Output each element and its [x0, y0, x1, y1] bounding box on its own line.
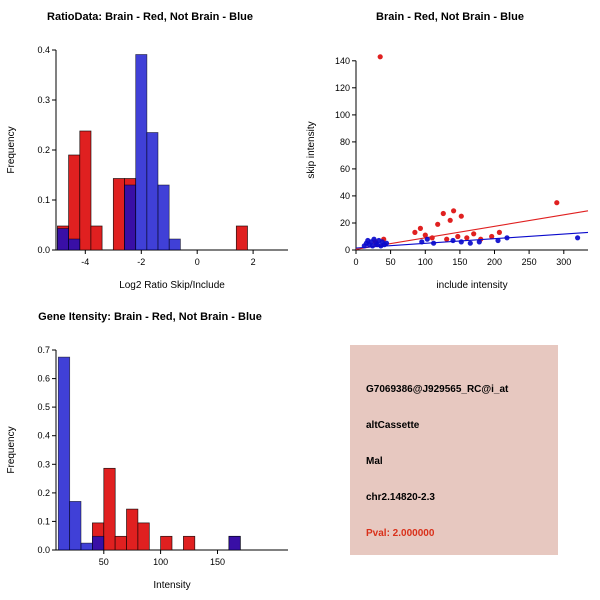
- svg-text:0.3: 0.3: [37, 95, 50, 105]
- svg-text:Brain - Red, Not Brain - Blue: Brain - Red, Not Brain - Blue: [376, 11, 524, 23]
- svg-text:50: 50: [386, 257, 396, 267]
- chromosome-location-text: chr2.14820-2.3: [366, 492, 435, 503]
- svg-text:200: 200: [487, 257, 502, 267]
- svg-text:0.5: 0.5: [37, 402, 50, 412]
- svg-text:0.7: 0.7: [37, 345, 50, 355]
- svg-text:0.2: 0.2: [37, 145, 50, 155]
- pval-text: Pval: 2.000000: [366, 528, 435, 539]
- event-type-text: altCassette: [366, 420, 420, 431]
- svg-text:50: 50: [99, 557, 109, 567]
- svg-text:0.1: 0.1: [37, 516, 50, 526]
- svg-text:100: 100: [153, 557, 168, 567]
- svg-text:0: 0: [195, 257, 200, 267]
- gene-info-quadrant: G7069386@J929565_RC@i_at altCassette Mal…: [300, 300, 600, 600]
- svg-text:300: 300: [556, 257, 571, 267]
- svg-text:2: 2: [251, 257, 256, 267]
- svg-text:Log2 Ratio Skip/Include: Log2 Ratio Skip/Include: [119, 280, 225, 291]
- svg-text:80: 80: [340, 137, 350, 147]
- svg-text:Intensity: Intensity: [153, 580, 190, 591]
- svg-text:include intensity: include intensity: [436, 280, 507, 291]
- gene-symbol-text: Mal: [366, 456, 383, 467]
- probe-id-text: G7069386@J929565_RC@i_at: [366, 384, 509, 395]
- svg-text:20: 20: [340, 218, 350, 228]
- svg-text:0.4: 0.4: [37, 45, 50, 55]
- svg-text:40: 40: [340, 191, 350, 201]
- gene-intensity-histogram-chart: 50 100 150 0.0 0.1 0.2 0.3 0.4 0.5 0.6 0.7 Gene Ite…: [6, 311, 288, 591]
- svg-text:140: 140: [335, 56, 350, 66]
- svg-text:250: 250: [522, 257, 537, 267]
- svg-text:0: 0: [353, 257, 358, 267]
- svg-text:0.1: 0.1: [37, 195, 50, 205]
- svg-text:0: 0: [345, 245, 350, 255]
- svg-text:0.2: 0.2: [37, 488, 50, 498]
- svg-text:-4: -4: [81, 257, 89, 267]
- gene-info-panel: G7069386@J929565_RC@i_at altCassette Mal…: [350, 345, 558, 555]
- svg-text:Frequency: Frequency: [6, 126, 17, 173]
- svg-text:skip intensity: skip intensity: [306, 121, 317, 178]
- svg-text:0.0: 0.0: [37, 245, 50, 255]
- svg-text:RatioData: Brain - Red, Not Br: RatioData: Brain - Red, Not Brain - Blue: [47, 11, 253, 23]
- ratio-histogram-chart: -4 -2 0 2 0.0 0.1 0.2 0.3 0.4 RatioData: Brain - …: [6, 11, 288, 291]
- svg-text:100: 100: [335, 110, 350, 120]
- svg-text:60: 60: [340, 164, 350, 174]
- svg-text:0.4: 0.4: [37, 431, 50, 441]
- svg-text:0.0: 0.0: [37, 545, 50, 555]
- svg-text:100: 100: [418, 257, 433, 267]
- svg-text:150: 150: [210, 557, 225, 567]
- svg-text:-2: -2: [137, 257, 145, 267]
- svg-text:150: 150: [452, 257, 467, 267]
- svg-text:Gene Itensity: Brain - Red, No: Gene Itensity: Brain - Red, Not Brain - …: [38, 311, 262, 323]
- skip-include-scatter-chart: 0 50 100 150 200 250 300 0 20 40 60 80 100 120 140 Brai…: [306, 11, 589, 291]
- svg-text:Frequency: Frequency: [6, 426, 17, 473]
- svg-text:0.6: 0.6: [37, 374, 50, 384]
- svg-text:0.3: 0.3: [37, 459, 50, 469]
- svg-text:120: 120: [335, 83, 350, 93]
